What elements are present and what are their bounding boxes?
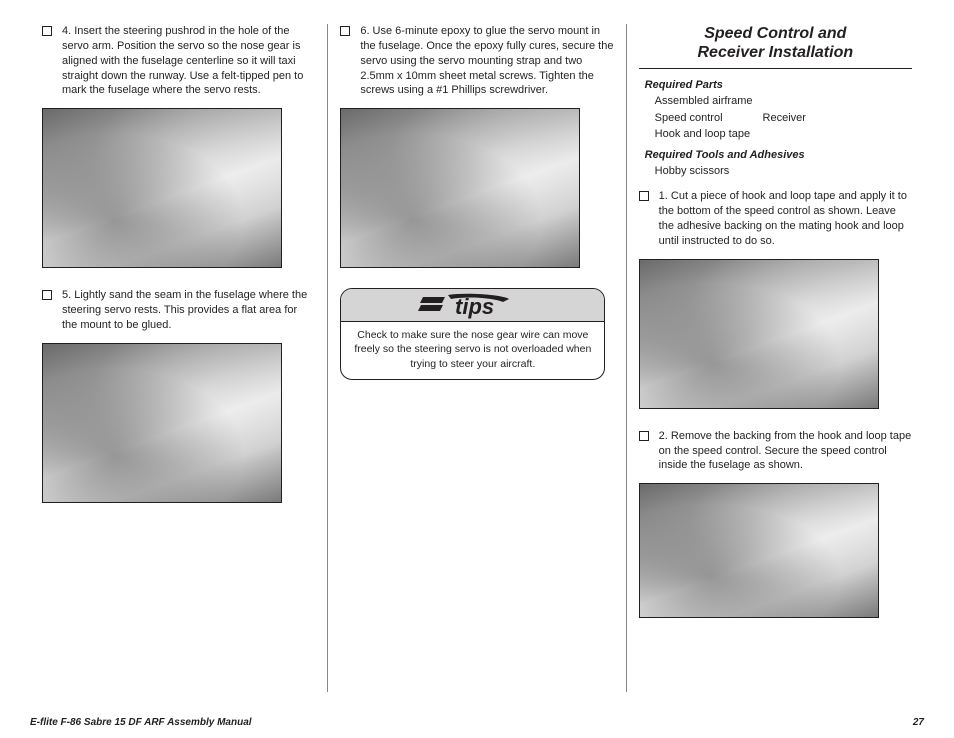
- required-tools-label: Required Tools and Adhesives: [645, 149, 912, 161]
- req-part: Receiver: [763, 110, 806, 127]
- step-1-photo: [639, 259, 879, 409]
- step-4-photo: [42, 108, 282, 268]
- step-5-text: 5. Lightly sand the seam in the fuselage…: [62, 288, 315, 333]
- column-3: Speed Control and Receiver Installation …: [626, 24, 924, 692]
- section-title-line1: Speed Control and: [639, 24, 912, 43]
- step-1-text: 1. Cut a piece of hook and loop tape and…: [659, 189, 912, 248]
- step-6: 6. Use 6-minute epoxy to glue the servo …: [340, 24, 613, 98]
- step-4-text: 4. Insert the steering pushrod in the ho…: [62, 24, 315, 98]
- tips-callout: tips Check to make sure the nose gear wi…: [340, 288, 605, 380]
- step-2-photo: [639, 483, 879, 618]
- section-rule: [639, 68, 912, 69]
- tips-text: Check to make sure the nose gear wire ca…: [341, 322, 604, 379]
- footer-page-number: 27: [913, 717, 924, 728]
- step-4: 4. Insert the steering pushrod in the ho…: [42, 24, 315, 98]
- step-5: 5. Lightly sand the seam in the fuselage…: [42, 288, 315, 333]
- step-5-photo: [42, 343, 282, 503]
- required-parts-label: Required Parts: [645, 79, 912, 91]
- step-2-text: 2. Remove the backing from the hook and …: [659, 429, 912, 474]
- footer-manual-title: E-flite F-86 Sabre 15 DF ARF Assembly Ma…: [30, 717, 252, 728]
- step-2: 2. Remove the backing from the hook and …: [639, 429, 912, 474]
- required-tools-list: Hobby scissors: [655, 163, 912, 180]
- section-title-line2: Receiver Installation: [639, 43, 912, 62]
- checkbox-icon: [42, 290, 52, 300]
- section-title: Speed Control and Receiver Installation: [639, 24, 912, 62]
- page-footer: E-flite F-86 Sabre 15 DF ARF Assembly Ma…: [30, 717, 924, 728]
- checkbox-icon: [639, 191, 649, 201]
- step-6-photo: [340, 108, 580, 268]
- checkbox-icon: [639, 431, 649, 441]
- column-1: 4. Insert the steering pushrod in the ho…: [30, 24, 327, 692]
- required-parts-list: Assembled airframe Speed control Receive…: [655, 93, 912, 143]
- column-2: 6. Use 6-minute epoxy to glue the servo …: [327, 24, 625, 692]
- step-6-text: 6. Use 6-minute epoxy to glue the servo …: [360, 24, 613, 98]
- req-part: Assembled airframe: [655, 93, 912, 110]
- req-tool: Hobby scissors: [655, 163, 912, 180]
- step-1: 1. Cut a piece of hook and loop tape and…: [639, 189, 912, 248]
- req-part: Speed control: [655, 110, 723, 127]
- checkbox-icon: [340, 26, 350, 36]
- checkbox-icon: [42, 26, 52, 36]
- req-part: Hook and loop tape: [655, 126, 912, 143]
- tips-logo: tips: [341, 289, 604, 322]
